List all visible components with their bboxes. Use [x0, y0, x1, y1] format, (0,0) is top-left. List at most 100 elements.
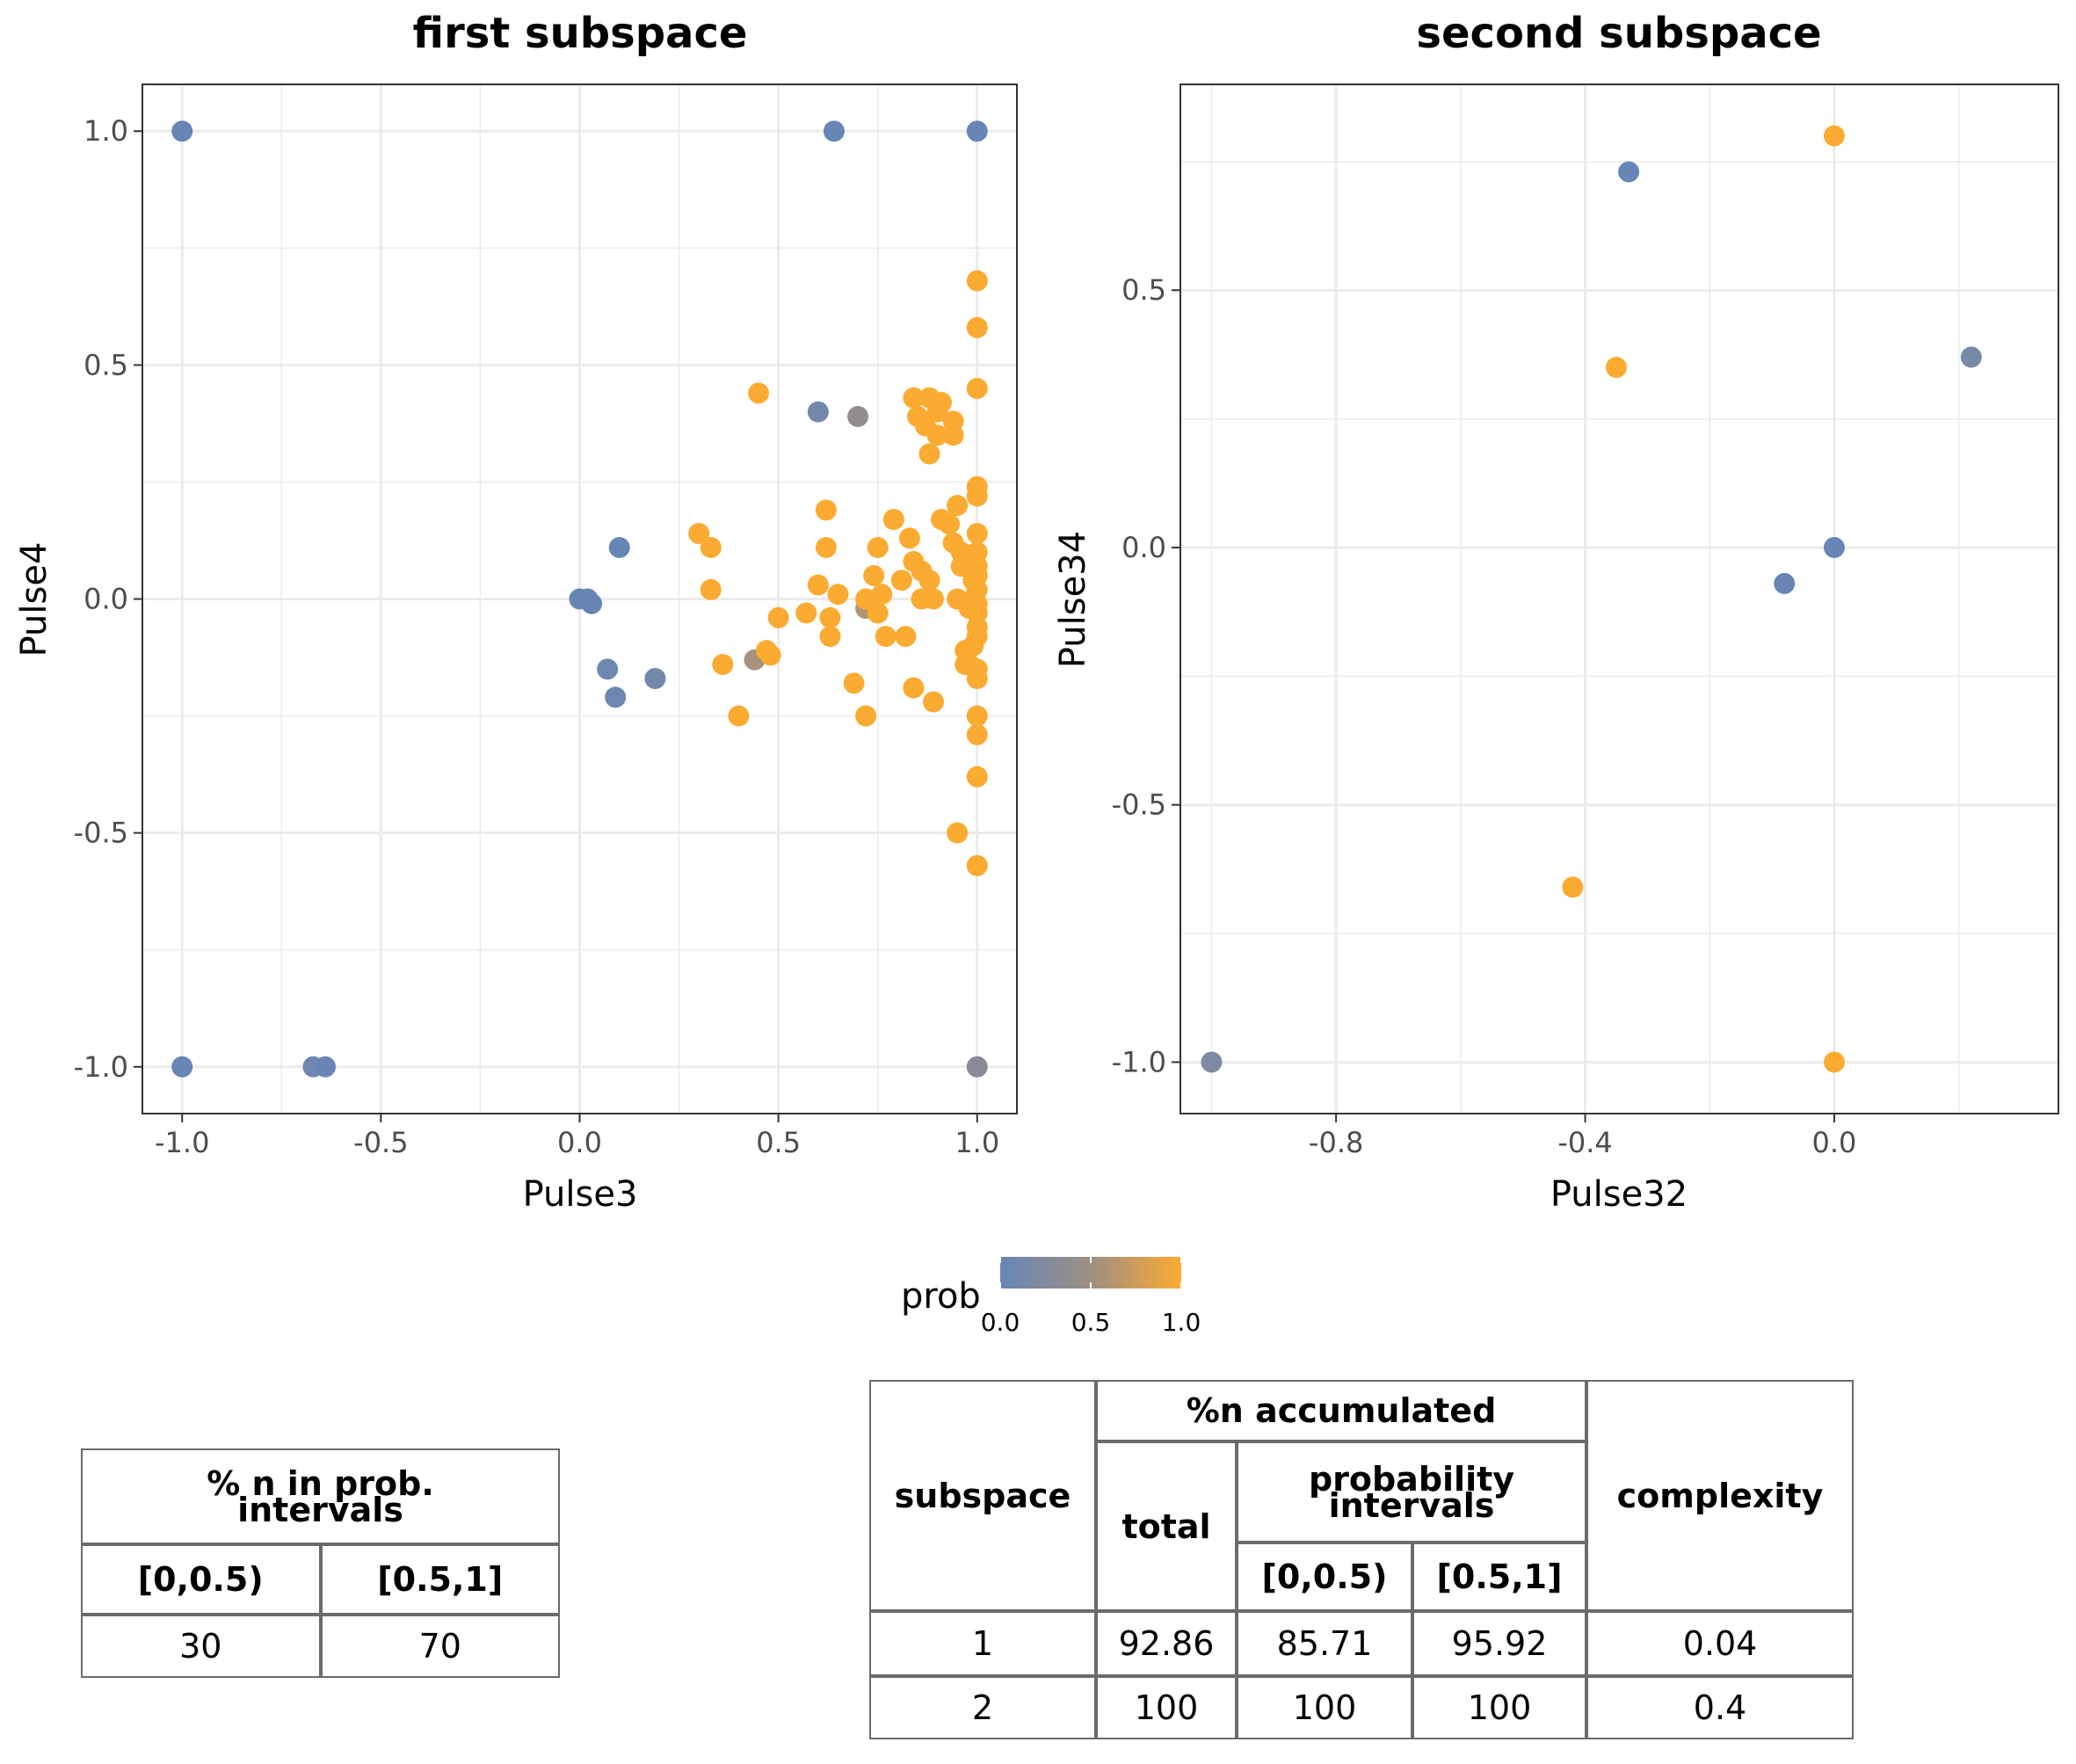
scatter-point	[1823, 536, 1845, 558]
scatter-point	[966, 667, 988, 689]
table-cell: 0.04	[1586, 1611, 1854, 1676]
scatter-point	[966, 120, 988, 142]
scatter-point	[947, 495, 969, 517]
scatter-point	[712, 654, 734, 676]
y-tick-label: -1.0	[1112, 1045, 1166, 1078]
scatter-point	[918, 443, 940, 465]
group-header: probability intervals	[1237, 1441, 1586, 1543]
column-header: [0.5,1]	[320, 1544, 560, 1615]
column-header: complexity	[1586, 1380, 1854, 1611]
legend-tick-label: 0.5	[1071, 1308, 1111, 1337]
scatter-point	[890, 570, 912, 592]
column-header: [0,0.5)	[1237, 1543, 1412, 1611]
scatter-point	[171, 1056, 193, 1078]
prob-interval-table: % n in prob. intervals [0,0.5) [0.5,1] 3…	[81, 1448, 560, 1678]
scatter-point	[923, 588, 945, 610]
scatter-point	[966, 1056, 988, 1078]
scatter-point	[942, 410, 964, 432]
scatter-point	[1823, 1051, 1845, 1073]
y-tick-label: 0.0	[1121, 531, 1166, 564]
point-layer	[171, 120, 988, 1078]
scatter-point	[867, 536, 889, 558]
scatter-point	[871, 584, 893, 606]
y-tick-label: 0.5	[83, 348, 128, 381]
scatter-point	[644, 667, 666, 689]
scatter-point	[1605, 357, 1627, 379]
scatter-point	[1201, 1051, 1223, 1073]
x-tick-label: 0.0	[557, 1126, 602, 1159]
scatter-point	[923, 691, 945, 713]
scatter-point	[882, 509, 904, 531]
scatter-point	[1960, 346, 1982, 368]
scatter-point	[966, 705, 988, 727]
scatter-point	[843, 672, 865, 694]
scatter-point	[895, 626, 917, 648]
color-legend: prob 0.0 0.5 1.0	[901, 1257, 1201, 1337]
y-tick-label: 0.0	[83, 583, 128, 616]
column-header: total	[1096, 1441, 1237, 1611]
column-header: subspace	[869, 1380, 1096, 1611]
scatter-point	[918, 570, 940, 592]
scatter-point	[1562, 876, 1584, 898]
y-tick-label: -0.5	[74, 817, 128, 850]
y-tick-label: 1.0	[83, 114, 128, 148]
scatter-point	[795, 602, 817, 624]
x-axis-label: Pulse32	[1550, 1174, 1688, 1215]
scatter-point	[819, 606, 841, 628]
legend-title: prob	[901, 1276, 981, 1317]
legend-ticks: 0.0 0.5 1.0	[981, 1257, 1201, 1337]
scatter-point	[855, 705, 877, 727]
table-cell: 85.71	[1237, 1611, 1412, 1676]
scatter-point	[966, 626, 988, 648]
panel-title-first: first subspace	[413, 9, 748, 58]
y-tick-label: 0.5	[1121, 273, 1166, 307]
scatter-point	[815, 499, 837, 521]
scatter-point	[947, 822, 969, 844]
table-cell: 2	[869, 1676, 1096, 1739]
scatter-point	[966, 723, 988, 745]
scatter-point	[728, 705, 750, 727]
axis-ticks: -0.8 -0.4 0.0 -1.0 -0.5 0.0 0.5	[1112, 273, 1857, 1159]
x-tick-label: 0.5	[756, 1126, 801, 1159]
scatter-point	[966, 522, 988, 544]
y-tick-label: -1.0	[74, 1050, 128, 1084]
legend-tick-label: 1.0	[1162, 1308, 1201, 1337]
y-axis-label: Pulse34	[1053, 531, 1093, 668]
scatter-point	[898, 527, 920, 549]
scatter-point	[759, 644, 781, 666]
scatter-point	[581, 592, 603, 614]
scatter-point	[926, 425, 948, 446]
scatter-point	[966, 316, 988, 338]
scatter-point	[807, 574, 829, 596]
scatter-point	[966, 854, 988, 876]
y-tick-label: -0.5	[1112, 788, 1166, 822]
scatter-point	[966, 270, 988, 292]
x-tick-label: -0.8	[1309, 1126, 1363, 1159]
scatter-point	[1823, 125, 1845, 147]
table-cell: 100	[1412, 1676, 1586, 1739]
scatter-point	[700, 536, 722, 558]
scatter-point	[605, 686, 627, 708]
scatter-point	[597, 658, 619, 680]
panel-border	[1180, 83, 2059, 1114]
table-cell: 100	[1096, 1676, 1237, 1739]
scatter-point	[767, 606, 789, 628]
table-cell: 92.86	[1096, 1611, 1237, 1676]
scatter-point	[171, 120, 193, 142]
scatter-point	[823, 120, 845, 142]
axis-ticks: -1.0 -0.5 0.0 0.5 1.0 -1.0 -0.5 0.0 0.5 1.0	[74, 114, 1000, 1159]
scatter-point	[966, 485, 988, 507]
scatter-point	[688, 522, 710, 544]
panel-background	[1180, 84, 2058, 1114]
scatter-point	[608, 536, 630, 558]
scatter-point	[315, 1056, 337, 1078]
scatter-point	[827, 584, 849, 606]
column-header: [0,0.5)	[81, 1544, 321, 1615]
x-tick-label: -0.4	[1557, 1126, 1612, 1159]
panel-grid	[1180, 84, 2058, 1114]
scatter-point	[875, 626, 896, 648]
scatter-point	[700, 578, 722, 600]
y-axis-label: Pulse4	[14, 542, 54, 657]
scatter-point	[847, 405, 869, 427]
scatter-point	[819, 626, 841, 648]
